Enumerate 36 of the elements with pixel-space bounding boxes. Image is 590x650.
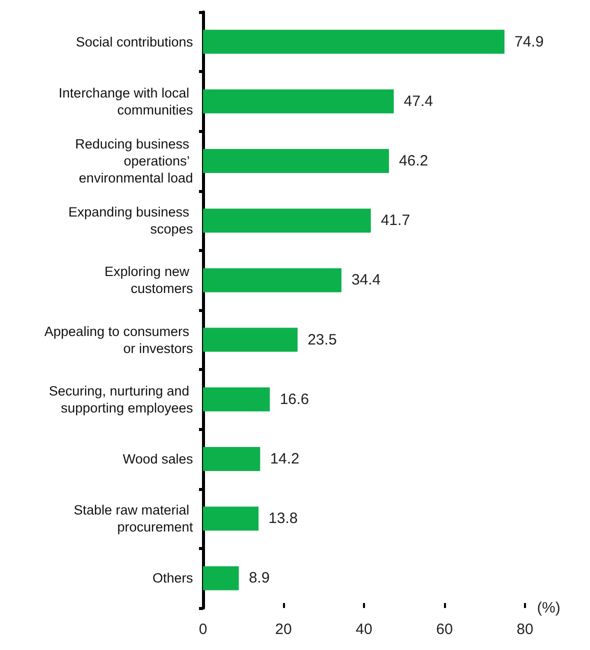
bar [203, 566, 239, 590]
x-tick-label: 60 [436, 621, 453, 638]
x-axis-title: (%) [537, 600, 560, 616]
y-tick-label: Social contributions [76, 34, 194, 50]
x-tick-label: 40 [356, 621, 372, 638]
bar [203, 89, 394, 114]
data-label: 8.9 [248, 570, 270, 587]
x-tick-label: 80 [516, 621, 534, 638]
y-tick-label: Interchange with local communities [58, 85, 194, 118]
data-label: 23.5 [308, 331, 337, 348]
bar [203, 447, 260, 471]
bar [203, 30, 504, 54]
data-label: 13.8 [268, 510, 298, 528]
y-tick-label: Reducing business operations’ environmental load [75, 136, 193, 186]
y-tick-label: Others [152, 570, 194, 586]
y-tick-label: Stable raw material procurement [74, 502, 194, 535]
x-tick-label: 20 [275, 621, 292, 638]
data-label: 14.2 [270, 450, 300, 468]
data-label: 46.2 [398, 152, 428, 170]
data-label: 16.6 [280, 390, 310, 408]
data-label: 74.9 [514, 33, 544, 50]
bar [203, 149, 389, 173]
x-tick-label: 0 [198, 621, 208, 638]
y-tick-label: Securing, nurturing and supporting employees [48, 383, 194, 416]
y-tick-label: Wood sales [122, 452, 194, 466]
y-tick-label: Expanding business scopes [68, 204, 194, 237]
bar [203, 268, 342, 292]
bar [203, 387, 270, 412]
bar [203, 328, 298, 352]
bar [203, 506, 259, 531]
bar [203, 208, 371, 233]
y-tick-label: Exploring new customers [104, 264, 194, 296]
data-label: 41.7 [380, 212, 410, 230]
y-tick-label: Appealing to consumers or investors [44, 324, 194, 356]
data-label: 34.4 [351, 272, 381, 289]
data-label: 47.4 [404, 92, 433, 110]
